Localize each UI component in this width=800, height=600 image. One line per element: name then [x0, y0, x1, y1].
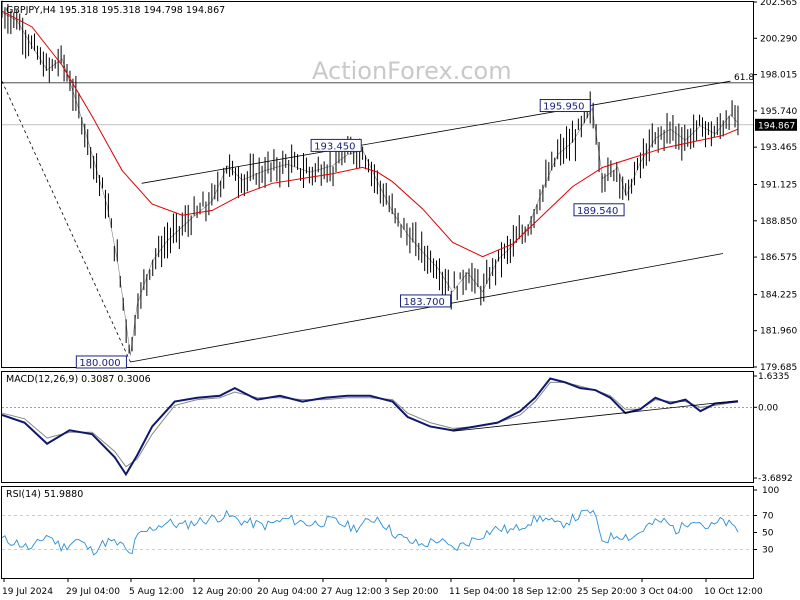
macd-tick-label: 0.00: [758, 403, 778, 413]
current-price-text: 194.867: [758, 121, 795, 131]
x-tick-label: 5 Aug 12:00: [129, 587, 184, 597]
macd-trendline: [452, 400, 739, 432]
watermark: ActionForex.com: [312, 57, 512, 85]
price-series-line: [1, 12, 739, 356]
x-tick-label: 3 Sep 20:00: [384, 587, 439, 597]
fib-label: 61.8: [734, 73, 754, 83]
price-tick-label: 202.565: [760, 0, 797, 8]
price-annotation-box: [310, 138, 362, 152]
rsi-title: RSI(14) 51.9880: [6, 489, 83, 500]
price-annotation-label: 193.450: [314, 141, 355, 152]
price-tick-label: 198.015: [760, 71, 797, 81]
macd-pane: [1, 371, 754, 483]
price-tick-label: 193.465: [760, 143, 797, 153]
x-tick-label: 20 Aug 04:00: [257, 587, 318, 597]
price-tick-label: 181.960: [760, 327, 797, 337]
x-tick-label: 27 Aug 12:00: [321, 587, 382, 597]
price-annotation-box: [75, 355, 127, 369]
price-annotation-label: 189.540: [577, 206, 618, 217]
price-annotation-label: 195.950: [543, 102, 584, 113]
price-header: GBPJPY,H4 195.318 195.318 194.798 194.86…: [6, 5, 225, 16]
macd-line: [1, 377, 739, 477]
macd-tick-label: 1.6335: [758, 372, 790, 382]
rsi-tick-label: 30: [762, 546, 774, 556]
rsi-line: [1, 509, 739, 556]
price-annotation-box: [573, 203, 625, 217]
x-tick-label: 29 Jul 04:00: [66, 587, 120, 597]
price-annotation-box: [539, 99, 591, 113]
macd-title: MACD(12,26,9) 0.3087 0.3006: [6, 374, 151, 385]
channel-upper-line: [141, 80, 731, 184]
price-tick-label: 200.290: [760, 34, 797, 44]
price-tick-label: 186.575: [760, 253, 797, 263]
price-tick-label: 191.125: [760, 181, 797, 191]
moving-average-line: [1, 10, 739, 258]
price-tick-label: 188.850: [760, 217, 797, 227]
macd-layer: [1, 377, 753, 477]
x-tick-label: 18 Sep 12:00: [512, 587, 572, 597]
current-price-tag: [755, 118, 797, 131]
price-tick-label: 184.225: [760, 291, 797, 301]
x-tick-label: 12 Aug 20:00: [192, 587, 253, 597]
x-tick-label: 19 Jul 2024: [2, 587, 53, 597]
rsi-tick-label: 50: [762, 529, 774, 539]
rsi-tick-label: 70: [762, 512, 774, 522]
price-annotation-label: 183.700: [404, 297, 445, 308]
label-layer: 180.000 193.450 183.700 195.950 189.540: [75, 99, 625, 369]
price-annotation-box: [400, 294, 452, 308]
rsi-tick-label: 100: [762, 486, 779, 496]
price-tick-label: 195.740: [760, 107, 797, 117]
price-tick-label: 179.685: [760, 363, 797, 373]
x-tick-label: 25 Sep 20:00: [577, 587, 637, 597]
macd-tick-label: -3.6892: [758, 474, 793, 484]
price-layer: 61.8: [1, 0, 754, 363]
x-tick-label: 10 Oct 12:00: [704, 587, 763, 597]
rsi-pane: [1, 486, 754, 579]
rsi-layer: [1, 509, 753, 556]
price-annotation-label: 180.000: [79, 358, 120, 369]
x-tick-label: 11 Sep 04:00: [449, 587, 509, 597]
x-tick-label: 3 Oct 04:00: [640, 587, 693, 597]
channel-lower-line: [130, 253, 724, 363]
